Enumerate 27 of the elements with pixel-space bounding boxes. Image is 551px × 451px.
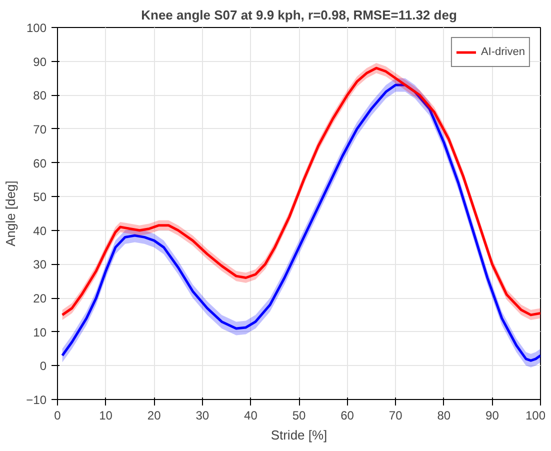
y-axis-title: Angle [deg] bbox=[3, 180, 18, 246]
y-tick-label: 50 bbox=[33, 190, 47, 204]
x-axis-title: Stride [%] bbox=[270, 428, 328, 442]
x-tick-label: 70 bbox=[388, 408, 403, 422]
x-tick-label: 80 bbox=[437, 408, 451, 422]
y-tick-label: 60 bbox=[33, 156, 47, 170]
x-tick-label: 0 bbox=[54, 408, 62, 422]
y-tick-label: 70 bbox=[33, 122, 47, 136]
y-tick-label: 20 bbox=[33, 292, 47, 306]
x-tick-label: 30 bbox=[196, 408, 210, 422]
y-tick-label: 80 bbox=[33, 88, 47, 103]
y-tick-label: 100 bbox=[26, 21, 47, 35]
x-tick-label: 10 bbox=[99, 408, 113, 422]
x-tick-label: 20 bbox=[147, 408, 162, 422]
y-tick-label: 10 bbox=[33, 325, 47, 340]
x-tick-label: 50 bbox=[292, 408, 306, 422]
y-tick-label: 30 bbox=[33, 258, 47, 272]
y-tick-label: −10 bbox=[26, 393, 47, 407]
x-tick-label: 90 bbox=[486, 408, 500, 422]
x-tick-label: 40 bbox=[244, 408, 258, 422]
y-tick-label: 90 bbox=[33, 54, 47, 69]
x-tick-label: 100 bbox=[525, 408, 546, 422]
chart-title: Knee angle S07 at 9.9 kph, r=0.98, RMSE=11.32 deg bbox=[141, 8, 457, 22]
x-tick-label: 60 bbox=[340, 408, 354, 422]
y-tick-label: 0 bbox=[40, 359, 47, 374]
legend-label: AI-driven bbox=[480, 46, 525, 58]
y-tick-label: 40 bbox=[33, 224, 47, 238]
